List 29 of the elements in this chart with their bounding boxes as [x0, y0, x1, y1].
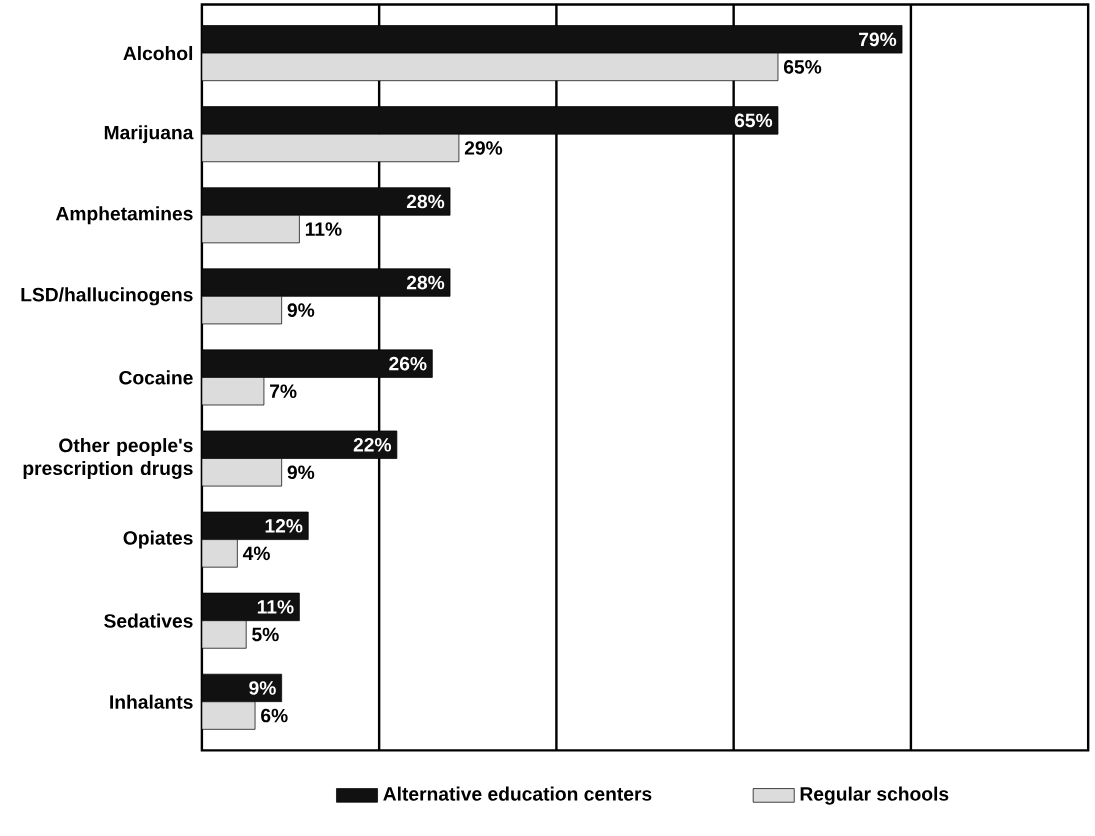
data-label: 12% — [265, 519, 303, 533]
data-label: 26% — [389, 356, 427, 371]
y-tick-label: Alcohol — [123, 46, 193, 61]
data-label: 9% — [287, 303, 315, 317]
y-tick-label: Marijuana — [104, 125, 194, 144]
data-label: 6% — [261, 708, 288, 723]
y-tick-label: Inhalants — [110, 694, 193, 709]
data-label: 22% — [353, 437, 392, 452]
y-tick-label: Cocaine — [119, 370, 193, 385]
y-tick-label: Amphetamines — [55, 206, 193, 225]
data-label: 9% — [249, 681, 276, 695]
y-tick-label: Opiates — [123, 530, 193, 549]
data-label: 29% — [464, 141, 503, 155]
y-tick-label: Sedatives — [104, 613, 193, 628]
data-label: 79% — [859, 32, 897, 47]
data-label: 11% — [257, 600, 294, 614]
y-tick-label: LSD/hallucinogens — [21, 287, 193, 306]
data-label: 9% — [287, 465, 315, 480]
y-tick-label: Other people's prescription drugs — [23, 438, 193, 479]
data-label: 5% — [252, 627, 279, 642]
data-label: 11% — [305, 222, 342, 236]
data-label: 28% — [406, 275, 445, 290]
legend-label: Alternative education centers — [383, 786, 652, 801]
data-label: 4% — [242, 546, 270, 561]
data-label: 65% — [734, 113, 773, 128]
data-label: 28% — [406, 194, 445, 209]
data-label: 65% — [783, 60, 822, 74]
data-label: 7% — [270, 384, 297, 399]
legend-label: Regular schools — [800, 786, 949, 805]
